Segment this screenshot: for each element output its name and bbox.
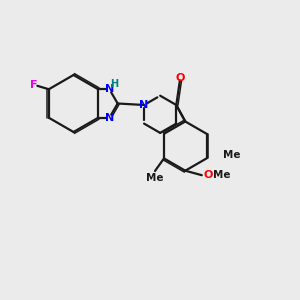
Text: N: N (140, 100, 149, 110)
Text: Me: Me (213, 170, 231, 180)
Text: F: F (30, 80, 38, 90)
Text: H: H (110, 79, 118, 89)
Text: O: O (175, 73, 184, 83)
Text: N: N (105, 113, 114, 123)
Text: Me: Me (146, 173, 164, 183)
Text: N: N (105, 84, 114, 94)
Text: Me: Me (223, 150, 241, 160)
Text: O: O (203, 170, 213, 180)
